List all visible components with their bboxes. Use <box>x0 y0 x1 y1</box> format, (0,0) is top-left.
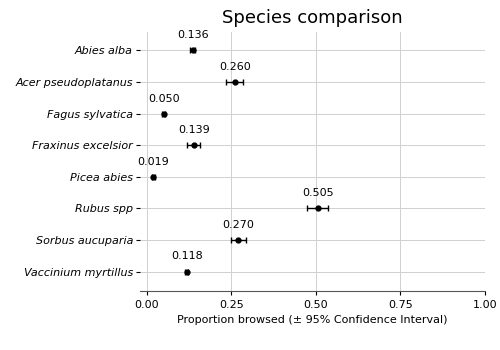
Title: Species comparison: Species comparison <box>222 9 403 27</box>
Text: 0.118: 0.118 <box>171 251 202 261</box>
Text: 0.019: 0.019 <box>138 157 169 167</box>
Text: 0.260: 0.260 <box>219 62 250 72</box>
Text: 0.505: 0.505 <box>302 188 334 198</box>
Text: 0.270: 0.270 <box>222 220 254 230</box>
Text: 0.136: 0.136 <box>177 30 208 40</box>
Text: 0.050: 0.050 <box>148 93 180 104</box>
Text: 0.139: 0.139 <box>178 125 210 135</box>
X-axis label: Proportion browsed (± 95% Confidence Interval): Proportion browsed (± 95% Confidence Int… <box>177 315 448 325</box>
